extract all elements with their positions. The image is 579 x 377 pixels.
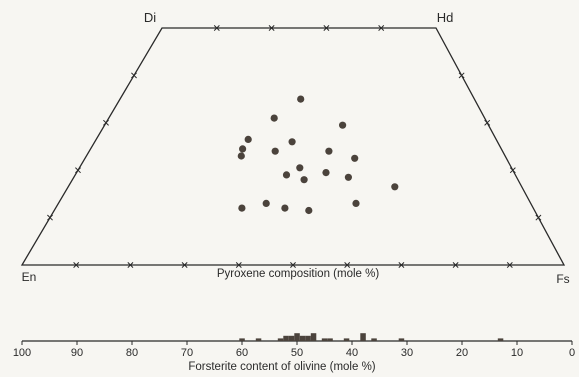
forsterite-bar [288, 335, 295, 341]
composition-point [238, 204, 246, 212]
bottom-edge-tick [73, 262, 80, 268]
forsterite-tick-label: 30 [401, 347, 413, 359]
composition-point [391, 183, 399, 191]
forsterite-bar [310, 333, 317, 341]
bottom-edge-tick [181, 262, 188, 268]
composition-point [297, 95, 305, 103]
composition-point [281, 204, 289, 212]
top-edge-tick [268, 25, 275, 31]
pyroxene-quadrilateral-chart: Di Hd En Fs Pyroxene composition (mole %… [20, 10, 570, 286]
composition-point [244, 135, 252, 143]
forsterite-bar [321, 338, 328, 341]
quadrilateral-outline [20, 27, 566, 266]
bottom-edge-tick [127, 262, 134, 268]
bottom-edge-tick [398, 262, 405, 268]
forsterite-bars [239, 333, 504, 341]
forsterite-bar [327, 338, 333, 341]
left-edge-tick [103, 119, 109, 126]
forsterite-bar [294, 333, 300, 341]
left-edge-tick [47, 214, 53, 221]
right-edge-tick [509, 167, 516, 174]
composition-point [339, 121, 347, 129]
forsterite-axis-label: Forsterite content of olivine (mole %) [188, 361, 375, 373]
composition-point [351, 154, 359, 162]
corner-label-en: En [22, 270, 37, 284]
forsterite-tick-label: 90 [71, 347, 83, 359]
forsterite-tick-label: 0 [569, 347, 575, 359]
forsterite-tick-label: 70 [181, 347, 193, 359]
pyroxene-axis-label: Pyroxene composition (mole %) [217, 268, 380, 280]
corner-label-hd: Hd [437, 10, 454, 25]
bottom-edge-tick [344, 262, 351, 268]
forsterite-ticks: 100 90 80 70 60 50 40 30 20 10 0 [13, 341, 575, 359]
composition-point [322, 169, 330, 177]
bottom-edge-tick [452, 262, 459, 268]
forsterite-bar [305, 335, 311, 341]
right-edge-tick [484, 119, 491, 126]
composition-point [296, 164, 304, 172]
forsterite-bar [255, 338, 262, 341]
bottom-edge-tick [290, 262, 296, 268]
forsterite-tick-label: 60 [236, 347, 248, 359]
forsterite-tick-label: 20 [456, 347, 468, 359]
forsterite-bar [239, 338, 245, 341]
forsterite-bar [371, 338, 377, 341]
forsterite-tick-label: 80 [126, 347, 138, 359]
composition-point [262, 199, 270, 207]
left-edge-tick [75, 167, 81, 174]
forsterite-bar [360, 333, 366, 341]
forsterite-tick-label: 40 [346, 347, 358, 359]
composition-point [344, 173, 352, 181]
quadrilateral-ticks [47, 25, 542, 268]
top-edge-tick [213, 25, 220, 31]
composition-point [305, 206, 313, 215]
forsterite-tick-label: 100 [13, 347, 31, 359]
bottom-edge-tick [506, 262, 513, 268]
composition-point [288, 138, 296, 146]
composition-point [300, 176, 308, 184]
forsterite-bar [398, 338, 405, 341]
corner-label-di: Di [144, 10, 156, 25]
corner-label-fs: Fs [556, 272, 569, 286]
composition-point [271, 147, 279, 155]
bottom-edge-tick [235, 262, 242, 268]
forsterite-bar [283, 335, 289, 341]
top-edge-tick [323, 25, 330, 31]
composition-point [325, 147, 333, 155]
right-edge-tick [458, 72, 465, 79]
composition-point [237, 152, 245, 160]
composition-point [282, 171, 291, 179]
composition-point [239, 145, 247, 153]
right-edge-tick [535, 214, 542, 221]
forsterite-bar [299, 335, 306, 341]
composition-point [352, 199, 360, 207]
composition-point [270, 114, 278, 122]
forsterite-histogram-chart: 100 90 80 70 60 50 40 30 20 10 0 Forsterite conten… [13, 333, 575, 373]
forsterite-bar [277, 338, 284, 341]
forsterite-bar [343, 338, 350, 341]
forsterite-tick-label: 50 [291, 347, 303, 359]
left-edge-tick [131, 72, 137, 79]
top-edge-tick [378, 25, 385, 31]
composition-points [237, 95, 399, 215]
forsterite-tick-label: 10 [511, 347, 523, 359]
forsterite-bar [497, 338, 504, 341]
